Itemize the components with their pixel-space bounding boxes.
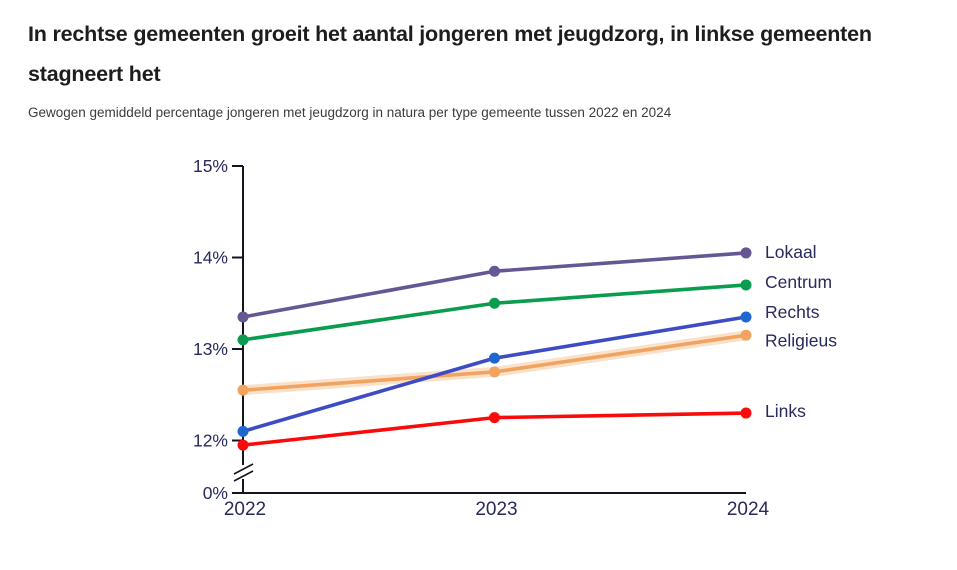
y-tick-label-13%: 13% bbox=[193, 339, 228, 359]
data-point-links-2023 bbox=[489, 412, 500, 424]
y-tick-label-0%: 0% bbox=[203, 483, 228, 503]
data-point-links-2022 bbox=[237, 439, 249, 451]
y-tick-label-15%: 15% bbox=[193, 156, 228, 176]
series-label-centrum: Centrum bbox=[765, 272, 832, 292]
series-label-links: Links bbox=[765, 401, 806, 421]
data-point-religieus-2023 bbox=[489, 366, 500, 378]
series-line-centrum bbox=[241, 283, 748, 342]
series-label-lokaal: Lokaal bbox=[765, 242, 817, 262]
series-label-rechts: Rechts bbox=[765, 302, 820, 322]
data-point-rechts-2023 bbox=[489, 352, 500, 364]
chart-subtitle: Gewogen gemiddeld percentage jongeren me… bbox=[28, 105, 672, 120]
axis-break-slash-1 bbox=[233, 463, 254, 475]
x-tick-label-2022: 2022 bbox=[224, 499, 266, 520]
data-point-religieus-2024 bbox=[740, 329, 752, 341]
data-point-rechts-2022 bbox=[237, 425, 249, 437]
data-point-links-2024 bbox=[740, 407, 752, 419]
chart-header: In rechtse gemeenten groeit het aantal j… bbox=[28, 14, 928, 120]
data-point-rechts-2024 bbox=[740, 311, 752, 323]
y-tick-label-12%: 12% bbox=[193, 431, 228, 451]
series-label-religieus: Religieus bbox=[765, 330, 837, 350]
data-point-centrum-2022 bbox=[237, 334, 249, 346]
x-tick-label-2024: 2024 bbox=[727, 499, 770, 520]
data-point-centrum-2024 bbox=[740, 279, 752, 291]
axis-break-slash-2 bbox=[233, 470, 254, 482]
data-point-lokaal-2024 bbox=[740, 247, 752, 259]
data-point-lokaal-2023 bbox=[489, 265, 500, 277]
x-tick-label-2023: 2023 bbox=[475, 499, 517, 520]
data-point-religieus-2022 bbox=[237, 384, 249, 396]
data-point-lokaal-2022 bbox=[237, 311, 249, 323]
chart-title: In rechtse gemeenten groeit het aantal j… bbox=[28, 22, 872, 86]
data-point-centrum-2023 bbox=[489, 297, 500, 309]
y-tick-label-14%: 14% bbox=[193, 248, 228, 268]
axis-break-gap bbox=[241, 465, 245, 479]
